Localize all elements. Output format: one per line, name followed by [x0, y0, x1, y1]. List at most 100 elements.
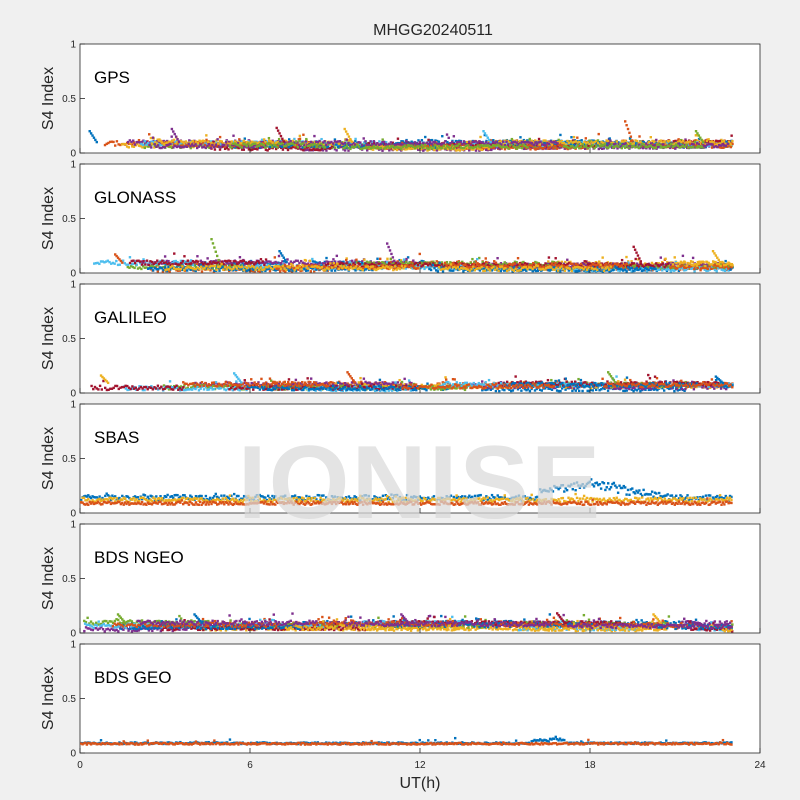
data-point — [260, 146, 264, 149]
data-point — [452, 146, 456, 150]
data-point — [515, 147, 519, 150]
data-point — [209, 269, 212, 272]
data-point — [223, 147, 227, 151]
data-point — [349, 147, 352, 151]
data-point — [318, 146, 322, 149]
data-point — [413, 147, 417, 150]
data-point — [314, 140, 318, 144]
data-point — [646, 142, 649, 145]
data-point — [454, 139, 458, 143]
data-point — [127, 142, 131, 146]
data-point — [724, 142, 727, 145]
data-point — [605, 144, 609, 148]
data-point — [382, 145, 385, 149]
data-point — [709, 143, 712, 146]
data-point — [237, 143, 240, 147]
data-point — [206, 257, 209, 260]
data-point — [598, 144, 601, 148]
data-point — [439, 146, 442, 149]
y-axis-label: S4 Index — [40, 67, 57, 130]
data-point — [274, 147, 278, 151]
data-point — [566, 147, 570, 151]
data-point — [674, 268, 677, 271]
data-point — [215, 139, 218, 142]
data-point — [316, 262, 320, 265]
data-point — [293, 137, 296, 141]
data-point — [150, 140, 153, 143]
chart-title: MHGG20240511 — [373, 22, 493, 39]
data-point — [488, 145, 491, 148]
data-point — [175, 145, 179, 149]
data-point — [325, 143, 328, 146]
data-point — [164, 141, 167, 144]
data-point — [564, 145, 567, 148]
data-point — [609, 269, 613, 272]
data-point — [240, 146, 243, 149]
data-point — [486, 142, 490, 146]
data-point — [475, 147, 479, 150]
data-point — [335, 143, 338, 146]
data-point — [396, 260, 399, 263]
data-point — [642, 140, 645, 144]
data-point — [559, 143, 562, 146]
data-point — [571, 142, 574, 146]
data-point — [137, 138, 141, 142]
data-point — [211, 143, 214, 147]
data-point — [664, 257, 667, 261]
data-point — [299, 140, 303, 143]
data-point — [605, 142, 608, 145]
data-point — [418, 144, 422, 147]
data-point — [313, 134, 316, 138]
data-point — [371, 148, 375, 151]
data-point — [268, 147, 271, 151]
data-point — [420, 138, 424, 142]
data-point — [656, 143, 659, 147]
data-point — [145, 140, 149, 144]
data-point — [365, 143, 369, 146]
data-point — [393, 146, 396, 150]
data-point — [352, 142, 355, 145]
data-point — [492, 146, 496, 149]
data-point — [456, 141, 459, 144]
data-point — [114, 144, 117, 147]
data-point — [107, 141, 110, 145]
data-point — [283, 145, 286, 148]
data-point — [382, 140, 386, 144]
data-point — [441, 134, 444, 138]
data-point — [354, 137, 357, 141]
data-point — [528, 137, 531, 141]
data-point — [260, 138, 264, 141]
data-point — [624, 142, 627, 145]
data-point — [214, 259, 218, 262]
data-point — [349, 137, 352, 141]
data-point — [396, 137, 400, 140]
data-point — [285, 146, 288, 150]
data-point — [537, 143, 540, 146]
data-point — [309, 270, 312, 273]
data-point — [140, 142, 143, 146]
data-point — [317, 143, 320, 146]
data-point — [474, 145, 478, 149]
data-point — [292, 141, 296, 144]
data-point — [451, 144, 454, 147]
data-point — [172, 146, 175, 149]
data-point — [380, 145, 383, 148]
data-point — [383, 147, 386, 150]
data-point — [721, 144, 725, 148]
data-point — [172, 141, 176, 144]
data-point — [681, 142, 684, 146]
data-point — [201, 144, 204, 148]
data-point — [185, 145, 189, 148]
data-point — [442, 142, 445, 145]
data-point — [235, 143, 238, 146]
data-point — [127, 146, 131, 149]
data-point — [153, 144, 157, 148]
data-point — [174, 140, 177, 143]
data-point — [542, 139, 545, 142]
data-point — [260, 142, 264, 146]
data-point — [195, 144, 198, 148]
data-point — [220, 143, 223, 146]
data-point — [137, 140, 140, 144]
data-point — [153, 146, 156, 149]
data-point — [131, 145, 134, 148]
